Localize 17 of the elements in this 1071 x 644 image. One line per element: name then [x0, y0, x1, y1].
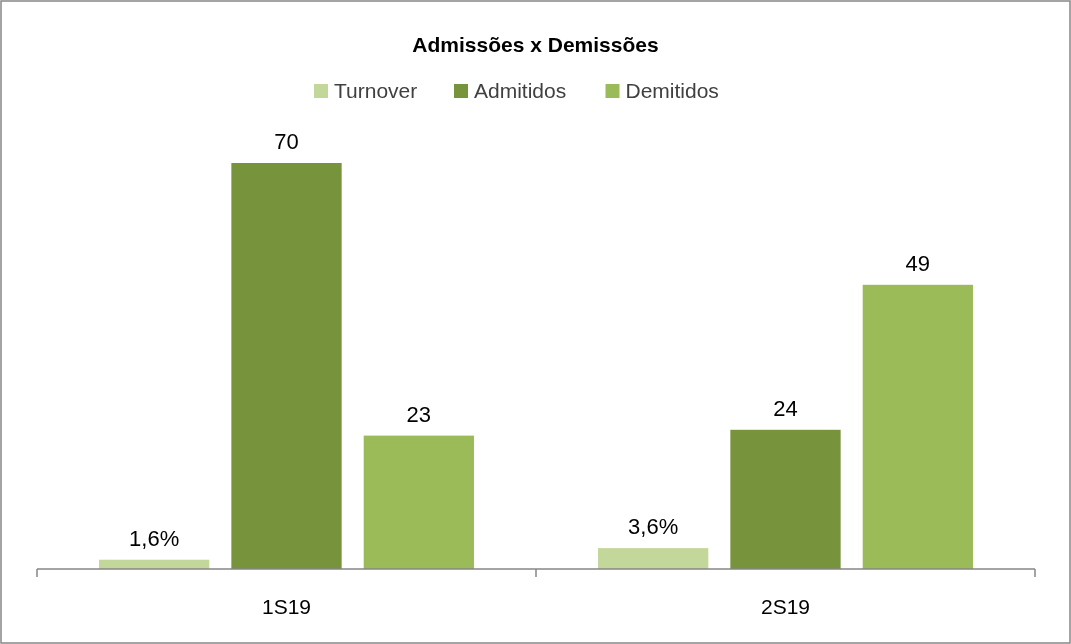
data-label: 49 — [905, 250, 931, 276]
legend-label: Turnover — [334, 79, 418, 102]
data-label: 23 — [406, 401, 432, 427]
bar — [363, 435, 474, 569]
data-label: 1,6% — [129, 525, 180, 551]
data-label: 70 — [274, 129, 299, 154]
bar — [598, 548, 709, 569]
chart-title: Admissões x Demissões — [412, 33, 659, 56]
legend-label: Demitidos — [625, 79, 719, 102]
legend-label: Admitidos — [474, 79, 567, 102]
data-label: 24 — [773, 395, 798, 421]
x-tick-label: 1S19 — [261, 595, 312, 618]
bar — [730, 429, 841, 569]
bar — [862, 284, 973, 569]
bar — [231, 163, 342, 569]
data-label: 3,6% — [628, 514, 679, 540]
x-tick-label: 2S19 — [760, 595, 811, 618]
